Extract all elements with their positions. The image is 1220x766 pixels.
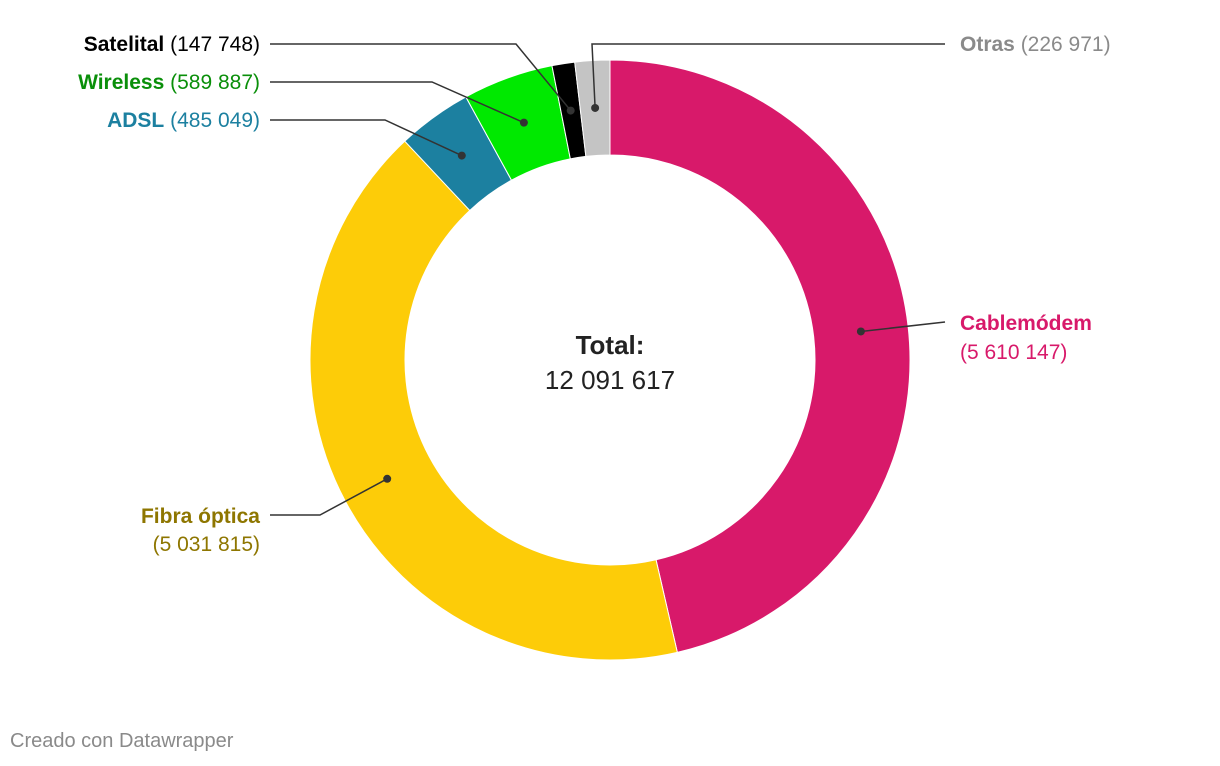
slice-fibra-optica: [309, 140, 678, 661]
callout-dot-fibra-optica: [383, 474, 392, 483]
callout-dot-satelital: [566, 106, 575, 115]
callout-dot-otras: [591, 103, 600, 112]
slice-cablemodem: [609, 59, 911, 653]
callout-dot-cablemodem: [856, 327, 865, 336]
slice-labels: Cablemódem (5 610 147) Fibra óptica (5 031 …: [78, 33, 1111, 556]
label-name-satelital: Satelital: [84, 33, 165, 56]
label-adsl: ADSL (485 049): [107, 109, 260, 132]
callout-line-fibra-optica: [270, 478, 388, 516]
label-satelital: Satelital (147 748): [84, 33, 260, 56]
callout-line-otras: [591, 43, 945, 108]
label-name-fibra-optica: Fibra óptica: [141, 505, 260, 528]
label-name-wireless: Wireless: [78, 71, 164, 94]
label-wireless: Wireless (589 887): [78, 71, 260, 94]
callout-line-satelital: [270, 43, 572, 112]
label-value-fibra-optica: (5 031 815): [153, 533, 260, 556]
center-total-label: Total:: [576, 330, 645, 360]
label-cablemodem: Cablemódem: [960, 312, 1092, 335]
label-name-otras: Otras: [960, 33, 1015, 56]
callout-dot-adsl: [457, 151, 466, 160]
label-fibra-optica: Fibra óptica: [141, 505, 260, 528]
callout-line-wireless: [270, 81, 525, 124]
callout-lines: [270, 43, 946, 516]
label-value-cablemodem: (5 610 147): [960, 341, 1067, 364]
label-name-cablemodem: Cablemódem: [960, 312, 1092, 335]
label-value-otras: (226 971): [1015, 33, 1111, 56]
donut-slices: [309, 59, 911, 661]
callout-line-adsl: [270, 119, 463, 157]
callout-line-cablemodem: [860, 321, 946, 333]
label-otras: Otras (226 971): [960, 33, 1111, 56]
footer-credit: Creado con Datawrapper: [10, 730, 234, 752]
label-value-wireless: (589 887): [164, 71, 260, 94]
center-total-value: 12 091 617: [545, 365, 675, 395]
label-name-adsl: ADSL: [107, 109, 164, 132]
callout-dot-wireless: [519, 118, 528, 127]
label-value-satelital: (147 748): [164, 33, 260, 56]
label-value-adsl: (485 049): [164, 109, 260, 132]
